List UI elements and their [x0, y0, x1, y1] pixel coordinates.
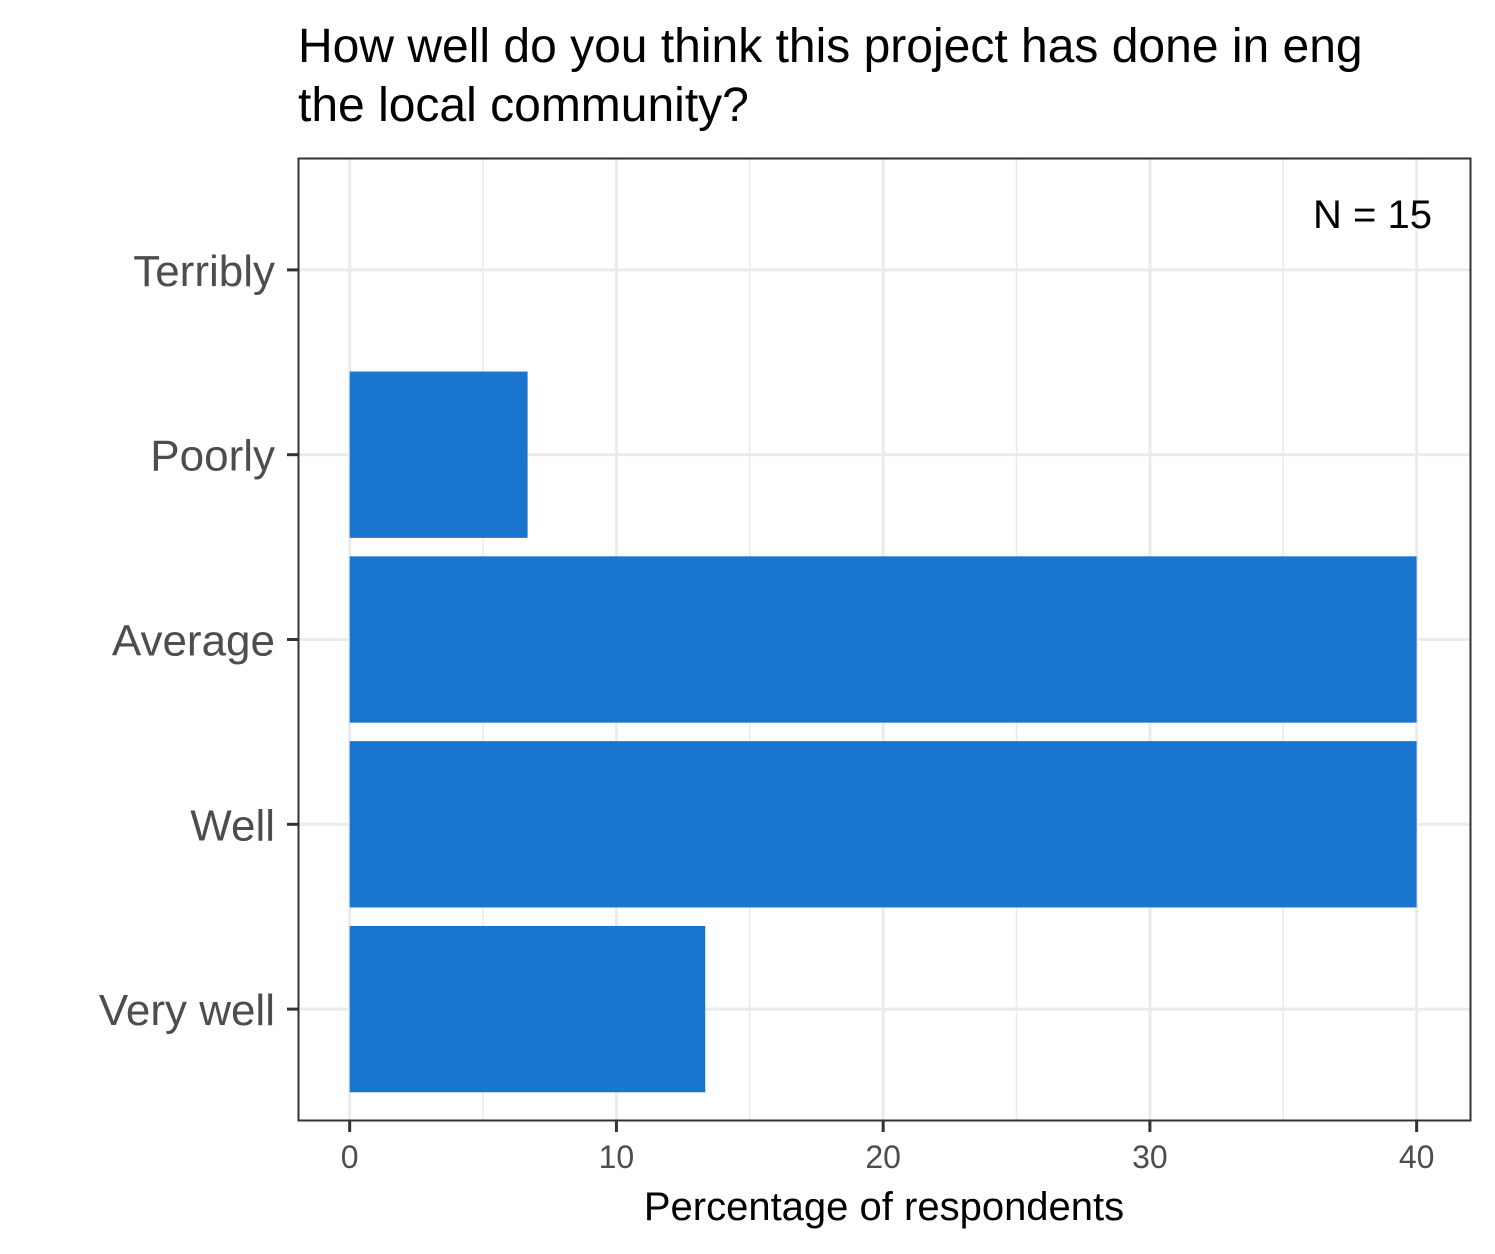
y-tick-label: Poorly — [150, 432, 275, 481]
x-tick-label: 40 — [1399, 1139, 1435, 1175]
y-axis: Terribly Poorly Average Well Very well — [99, 247, 299, 1035]
y-tick-label: Well — [190, 801, 275, 850]
x-axis-title: Percentage of respondents — [644, 1185, 1124, 1229]
y-tick-label: Terribly — [133, 247, 275, 296]
sample-size-annotation: N = 15 — [1313, 193, 1432, 237]
bar-well — [349, 741, 1417, 908]
x-axis: 0 10 20 30 40 — [341, 1120, 1435, 1175]
x-tick-label: 30 — [1132, 1139, 1168, 1175]
x-tick-label: 20 — [865, 1139, 901, 1175]
chart-title-line-1: How well do you think this project has d… — [298, 20, 1363, 73]
x-tick-label: 10 — [599, 1139, 635, 1175]
bar-poorly — [349, 371, 528, 538]
y-tick-label: Very well — [99, 986, 275, 1035]
bar-average — [349, 556, 1417, 723]
bars — [349, 371, 1417, 1093]
chart-title-line-2: the local community? — [298, 79, 749, 132]
bar-very-well — [349, 925, 706, 1093]
x-tick-label: 0 — [341, 1139, 359, 1175]
y-tick-label: Average — [112, 617, 275, 666]
